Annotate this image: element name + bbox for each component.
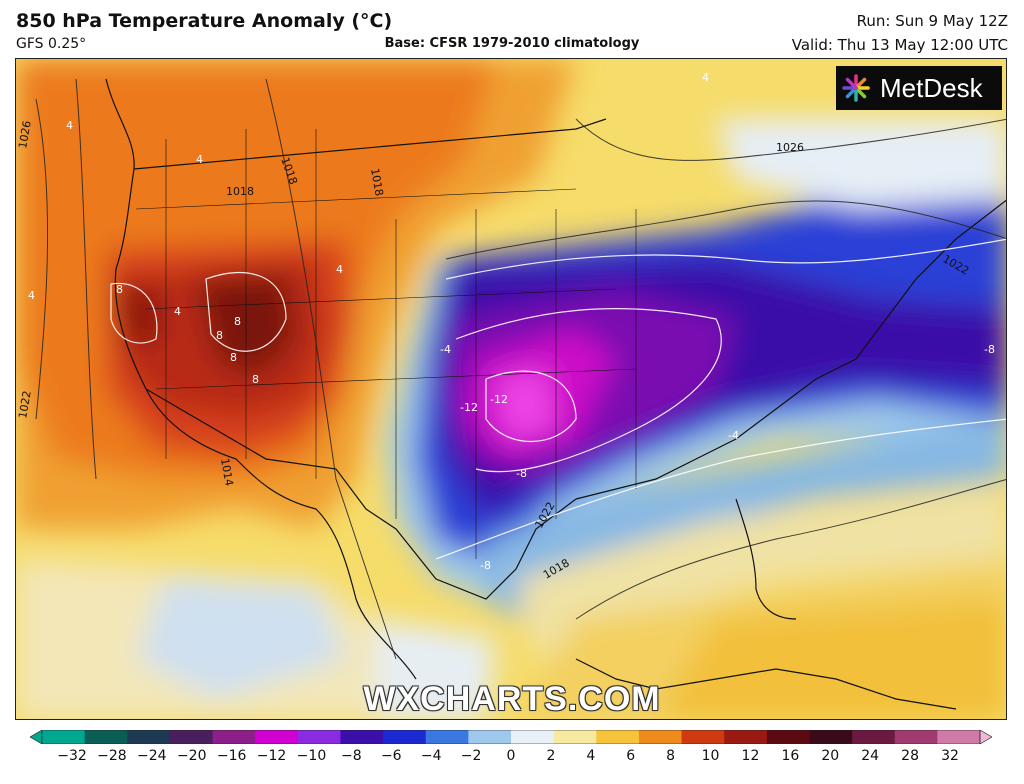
colorbar-tick-label: 16 — [781, 748, 800, 764]
anomaly-label: -4 — [440, 343, 451, 356]
anomaly-label: 4 — [28, 289, 35, 302]
colorbar-segment — [724, 730, 768, 744]
colorbar-tick-label: 4 — [586, 748, 596, 764]
colorbar-segment — [127, 730, 171, 744]
colorbar-segment — [638, 730, 683, 744]
run-time-label: Run: Sun 9 May 12Z — [856, 12, 1008, 30]
colorbar-max-arrow — [979, 730, 992, 744]
colorbar-tick-label: −6 — [380, 748, 402, 764]
anomaly-label: 8 — [234, 315, 241, 328]
colorbar-segment — [511, 730, 555, 744]
anomaly-label: 8 — [230, 351, 237, 364]
colorbar-segment — [809, 730, 853, 744]
colorbar-segment — [852, 730, 896, 744]
anomaly-label: 8 — [216, 329, 223, 342]
colorbar-segment — [681, 730, 725, 744]
anomaly-label: 4 — [196, 153, 203, 166]
isobar-label: 1014 — [218, 457, 236, 487]
base-climatology-label: Base: CFSR 1979-2010 climatology — [384, 36, 640, 51]
anomaly-label: 4 — [66, 119, 73, 132]
colorbar-tick-label: 20 — [821, 748, 840, 764]
colorbar-tick-label: −2 — [460, 748, 482, 764]
isobar-label: 1026 — [16, 120, 34, 150]
anomaly-label: -8 — [516, 467, 527, 480]
colorbar-segment — [340, 730, 384, 744]
anomaly-label: 4 — [336, 263, 343, 276]
colorbar-segment — [425, 730, 469, 744]
anomaly-map: 1026 1018 1018 1018 1026 1022 1022 1014 … — [15, 58, 1007, 720]
anomaly-contours — [110, 238, 1006, 560]
metdesk-logo: MetDesk — [836, 66, 1002, 110]
colorbar-segment — [297, 730, 341, 744]
anomaly-label: 8 — [116, 283, 123, 296]
color-scale-bar — [30, 730, 992, 744]
colorbar-segment — [84, 730, 128, 744]
colorbar-tick-label: 8 — [666, 748, 676, 764]
anomaly-label: 4 — [702, 71, 709, 84]
isobars — [35, 78, 1006, 660]
colorbar-tick-label: 6 — [626, 748, 636, 764]
chart-title: 850 hPa Temperature Anomaly (°C) — [16, 10, 393, 32]
colorbar-tick-label: 24 — [861, 748, 880, 764]
colorbar-segment — [255, 730, 299, 744]
valid-time-label: Valid: Thu 13 May 12:00 UTC — [791, 36, 1008, 54]
metdesk-logo-text: MetDesk — [880, 72, 983, 103]
colorbar-segment — [937, 730, 981, 744]
borders — [105, 78, 1006, 710]
metdesk-logo-icon — [842, 74, 870, 102]
colorbar-tick-label: 2 — [546, 748, 556, 764]
colorbar-tick-label: −4 — [420, 748, 442, 764]
colorbar-tick-label: 12 — [741, 748, 760, 764]
color-scale-ticks: −32 −28 −24 −20 −16 −12 −10 −8 −6 −4 −2 0 2 4 6 8 10 12 16… — [0, 748, 1024, 768]
colorbar-segment — [42, 730, 86, 744]
anomaly-field — [16, 59, 1006, 719]
colorbar-min-arrow — [30, 730, 43, 744]
colorbar-tick-label: −32 — [57, 748, 87, 764]
colorbar-tick-label: 10 — [701, 748, 720, 764]
colorbar-segment — [383, 730, 427, 744]
anomaly-label: 8 — [252, 373, 259, 386]
anomaly-label: -8 — [984, 343, 995, 356]
colorbar-tick-label: 0 — [506, 748, 516, 764]
isobar-label: 1022 — [16, 390, 34, 420]
anomaly-label: -12 — [460, 401, 478, 414]
colorbar-frame — [41, 730, 981, 744]
anomaly-label: -12 — [490, 393, 508, 406]
colorbar-segment — [553, 730, 597, 744]
colorbar-tick-label: −24 — [137, 748, 167, 764]
colorbar-tick-label: −16 — [216, 748, 247, 764]
colorbar-segment — [894, 730, 938, 744]
anomaly-label: -4 — [728, 429, 739, 442]
colorbar-tick-label: −10 — [296, 748, 327, 764]
isobar-label: 1018 — [368, 167, 386, 197]
colorbar-tick-label: −8 — [341, 748, 362, 764]
anomaly-label: 4 — [174, 305, 181, 318]
colorbar-segment — [766, 730, 810, 744]
isobar-label: 1026 — [776, 141, 804, 154]
colorbar-segment — [212, 730, 256, 744]
colorbar-tick-label: −20 — [176, 748, 207, 764]
wxcharts-watermark: WXCHARTS.COM — [363, 680, 661, 718]
colorbar-segment — [169, 730, 214, 744]
colorbar-segment — [468, 730, 512, 744]
colorbar-tick-label: 32 — [941, 748, 959, 764]
anomaly-label: -8 — [480, 559, 491, 572]
isobar-label: 1018 — [226, 185, 254, 198]
colorbar-tick-label: −12 — [256, 748, 287, 764]
colorbar-segment — [596, 730, 640, 744]
colorbar-tick-label: 28 — [901, 748, 919, 764]
model-label: GFS 0.25° — [16, 36, 87, 52]
colorbar-tick-label: −28 — [97, 748, 127, 764]
anomaly-value-labels: 8 8 8 8 8 -4 -12 -12 -8 -8 -4 4 4 4 4 4 … — [28, 71, 995, 572]
